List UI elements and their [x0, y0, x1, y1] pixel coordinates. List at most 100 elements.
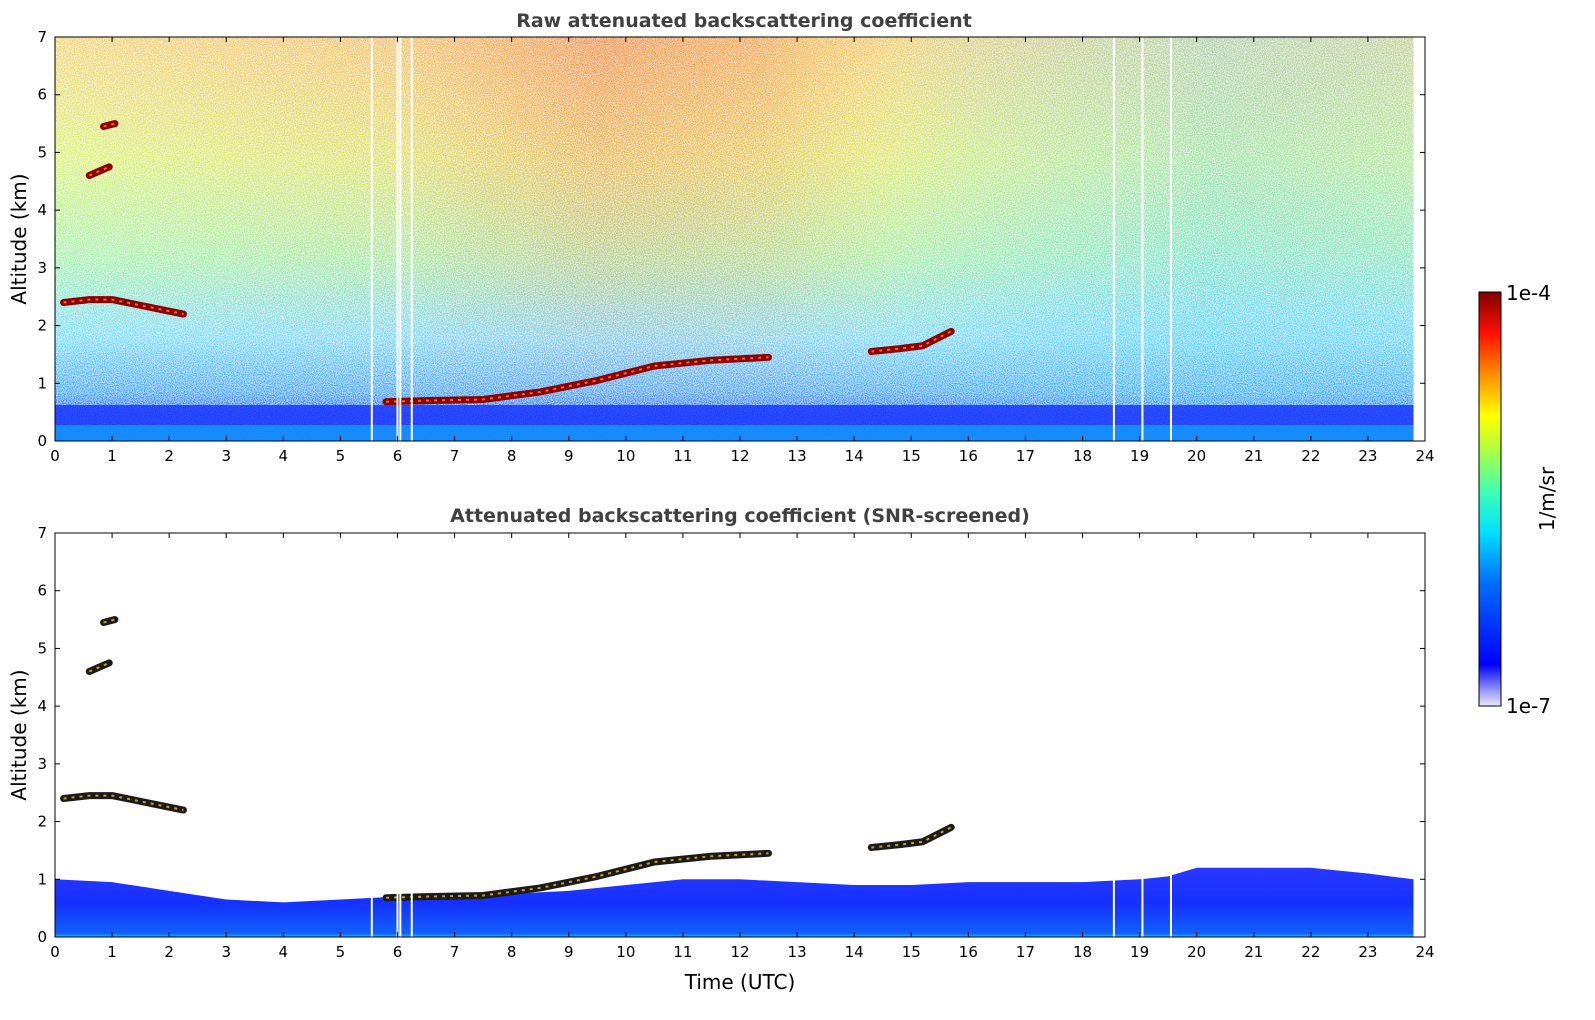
x-tick-label: 3	[221, 943, 231, 961]
y-tick-label: 1	[37, 870, 47, 888]
data-gap	[410, 533, 413, 937]
x-tick-label: 9	[564, 447, 574, 465]
colorbar-gradient	[1478, 291, 1502, 707]
data-gap	[410, 37, 413, 441]
x-tick-label: 24	[1415, 447, 1434, 465]
cloud-layer	[60, 296, 187, 318]
data-gap	[1169, 37, 1172, 441]
y-tick-label: 1	[37, 374, 47, 392]
x-tick-label: 7	[450, 447, 460, 465]
x-tick-label: 19	[1130, 943, 1149, 961]
cloud-layer-highlight	[103, 618, 116, 624]
y-tick-label: 6	[37, 582, 47, 600]
x-tick-label: 9	[564, 943, 574, 961]
x-tick-label: 15	[902, 447, 921, 465]
x-tick-label: 19	[1130, 447, 1149, 465]
x-tick-label: 8	[507, 447, 517, 465]
x-tick-label: 7	[450, 943, 460, 961]
x-tick-label: 20	[1187, 447, 1206, 465]
x-tick-label: 12	[730, 447, 749, 465]
x-tick-label: 12	[730, 943, 749, 961]
x-tick-label: 10	[616, 447, 635, 465]
y-tick-label: 3	[37, 755, 47, 773]
x-tick-label: 6	[393, 447, 403, 465]
x-tick-label: 16	[959, 943, 978, 961]
x-tick-label: 2	[164, 943, 174, 961]
cloud-layer-highlight	[871, 330, 952, 353]
snr-panel-title: Attenuated backscattering coefficient (S…	[450, 505, 1030, 527]
x-tick-label: 8	[507, 943, 517, 961]
raw-panel-image	[55, 37, 1425, 441]
cloud-layer-highlight	[871, 826, 952, 849]
x-tick-label: 17	[1016, 447, 1035, 465]
x-tick-label: 24	[1415, 943, 1434, 961]
x-tick-label: 3	[221, 447, 231, 465]
y-tick-label: 6	[37, 86, 47, 104]
x-tick-label: 0	[50, 943, 60, 961]
y-tick-label: 5	[37, 639, 47, 657]
snr-panel: Attenuated backscattering coefficient (S…	[7, 505, 1435, 994]
no-data-region	[1413, 533, 1425, 937]
x-tick-label: 0	[50, 447, 60, 465]
y-tick-label: 0	[37, 432, 47, 450]
x-tick-label: 16	[959, 447, 978, 465]
x-tick-label: 1	[107, 447, 117, 465]
colorbar-unit-label: 1/m/sr	[1535, 466, 1559, 531]
cloud-layer-highlight	[103, 122, 116, 128]
x-tick-label: 6	[393, 943, 403, 961]
x-tick-label: 11	[673, 447, 692, 465]
data-gap	[1112, 37, 1115, 441]
no-data-region	[1413, 37, 1425, 441]
snr-panel-xlabel: Time (UTC)	[684, 970, 796, 994]
x-tick-label: 18	[1073, 943, 1092, 961]
data-gap	[396, 37, 399, 441]
x-tick-label: 17	[1016, 943, 1035, 961]
raw-panel-title: Raw attenuated backscattering coefficien…	[516, 10, 972, 32]
x-tick-label: 14	[845, 447, 864, 465]
x-tick-label: 4	[279, 447, 289, 465]
y-tick-label: 5	[37, 143, 47, 161]
data-gap	[399, 37, 402, 441]
colorbar-min-label: 1e-7	[1506, 694, 1551, 718]
x-tick-label: 18	[1073, 447, 1092, 465]
x-tick-label: 21	[1244, 447, 1263, 465]
x-tick-label: 2	[164, 447, 174, 465]
x-tick-label: 20	[1187, 943, 1206, 961]
data-gap	[1141, 37, 1144, 441]
colorbar: 1e-4 1e-7 1/m/sr	[1478, 281, 1559, 718]
y-tick-label: 0	[37, 928, 47, 946]
cloud-layer-highlight	[386, 356, 769, 403]
x-tick-label: 23	[1358, 943, 1377, 961]
data-gap	[370, 37, 373, 441]
x-tick-label: 13	[788, 447, 807, 465]
y-tick-label: 7	[37, 28, 47, 46]
snr-panel-ylabel: Altitude (km)	[7, 669, 31, 800]
x-tick-label: 22	[1301, 943, 1320, 961]
cloud-layer	[60, 792, 187, 814]
cloud-layer-highlight	[386, 852, 769, 899]
x-tick-label: 11	[673, 943, 692, 961]
y-tick-label: 2	[37, 813, 47, 831]
y-tick-label: 4	[37, 201, 47, 219]
y-tick-label: 7	[37, 524, 47, 542]
y-tick-label: 2	[37, 317, 47, 335]
data-gap	[396, 533, 399, 937]
data-gap	[1112, 533, 1115, 937]
data-gap	[370, 533, 373, 937]
y-tick-label: 3	[37, 259, 47, 277]
cloud-layer	[867, 823, 955, 852]
boundary-layer	[55, 867, 1414, 937]
x-tick-label: 21	[1244, 943, 1263, 961]
x-tick-label: 5	[336, 943, 346, 961]
x-tick-label: 23	[1358, 447, 1377, 465]
x-tick-label: 5	[336, 447, 346, 465]
x-tick-label: 1	[107, 943, 117, 961]
x-tick-label: 15	[902, 943, 921, 961]
cloud-layer-highlight	[88, 165, 110, 177]
x-tick-label: 13	[788, 943, 807, 961]
data-gap	[1141, 533, 1144, 937]
data-gap	[1169, 533, 1172, 937]
cloud-layer-highlight	[88, 661, 110, 673]
snr-panel-image	[55, 533, 1425, 937]
